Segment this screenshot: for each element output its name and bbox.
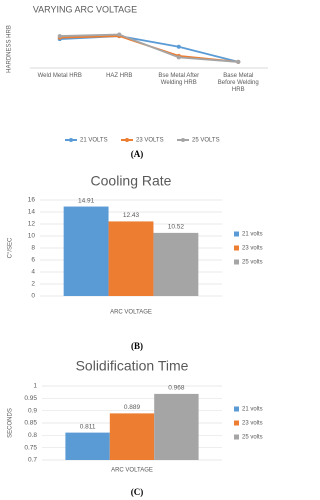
x-axis-label: ARC VOLTAGE	[110, 310, 152, 316]
series-line	[59, 33, 239, 63]
caption: (B)	[131, 341, 143, 351]
legend-swatch	[234, 434, 239, 440]
legend-label: 21 volts	[242, 407, 263, 413]
chart-title: Cooling Rate	[91, 173, 172, 189]
bar	[65, 432, 110, 460]
legend-swatch	[234, 420, 239, 426]
series-line	[59, 35, 239, 63]
y-tick-label: 0.9	[28, 407, 37, 414]
y-tick-label: 16	[28, 197, 36, 204]
y-axis-label: C°/SEC	[8, 237, 14, 258]
y-tick-label: 0.85	[24, 420, 37, 427]
data-label: 14.91	[78, 197, 95, 204]
legend-label: 23 volts	[242, 421, 263, 427]
y-tick-label: 8	[31, 245, 35, 252]
data-label: 12.43	[123, 212, 140, 219]
caption: (A)	[131, 149, 144, 159]
y-tick-label: 12	[28, 221, 36, 228]
y-tick-label: 0	[31, 293, 35, 300]
caption: (C)	[131, 487, 144, 497]
bar	[154, 393, 199, 460]
legend-marker	[69, 138, 73, 142]
legend-swatch	[234, 406, 239, 412]
y-axis-label: HARDNESS HRB	[7, 25, 13, 73]
legend-label: 23 VOLTS	[136, 138, 164, 144]
series-line	[59, 35, 239, 63]
legend-marker	[125, 138, 129, 142]
y-tick-label: 4	[31, 269, 35, 276]
y-tick-label: 0.8	[28, 432, 37, 439]
legend-label: 25 volts	[242, 435, 263, 441]
point	[176, 55, 181, 60]
point	[176, 44, 181, 49]
legend-label: 23 volts	[242, 246, 263, 252]
bar	[108, 221, 154, 296]
y-axis-label: SECONDS	[8, 408, 14, 438]
data-label: 0.968	[168, 385, 185, 392]
point	[236, 59, 241, 64]
legend-swatch	[234, 259, 239, 265]
y-tick-label: 2	[31, 281, 35, 288]
chart-title: Solidification Time	[76, 358, 189, 374]
y-tick-label: 6	[31, 257, 35, 264]
y-tick-label: 0.7	[28, 457, 37, 464]
data-label: 0.889	[124, 404, 141, 411]
y-tick-label: 10	[28, 233, 36, 240]
legend-swatch	[234, 245, 239, 251]
y-tick-label: 1	[33, 383, 37, 390]
bar	[109, 413, 155, 460]
data-label: 0.811	[80, 423, 96, 430]
x-tick-label: Base Metal Before Welding HRB	[218, 73, 259, 93]
legend-label: 21 volts	[242, 232, 263, 238]
y-tick-label: 0.75	[24, 444, 37, 451]
legend-label: 21 VOLTS	[80, 138, 108, 144]
y-tick-label: 14	[28, 209, 36, 216]
legend-marker	[181, 138, 185, 142]
point	[117, 32, 122, 37]
legend-label: 25 VOLTS	[192, 138, 220, 144]
x-tick-label: Weld Metal HRB	[38, 73, 82, 79]
point	[57, 34, 62, 39]
bar	[153, 232, 199, 296]
legend-swatch	[234, 231, 239, 237]
x-tick-label: Bse Metal After Welding HRB	[158, 73, 199, 86]
x-tick-label: HAZ HRB	[106, 73, 132, 79]
figure: VARYING ARC VOLTAGE HARDNESS HRB Weld Meta…	[7, 4, 268, 497]
y-tick-label: 0.95	[24, 395, 37, 402]
bar	[63, 206, 109, 296]
legend-label: 25 volts	[242, 260, 263, 266]
chart-title: VARYING ARC VOLTAGE	[33, 4, 137, 14]
data-label: 10.52	[168, 224, 185, 231]
x-axis-label: ARC VOLTAGE	[111, 468, 153, 474]
